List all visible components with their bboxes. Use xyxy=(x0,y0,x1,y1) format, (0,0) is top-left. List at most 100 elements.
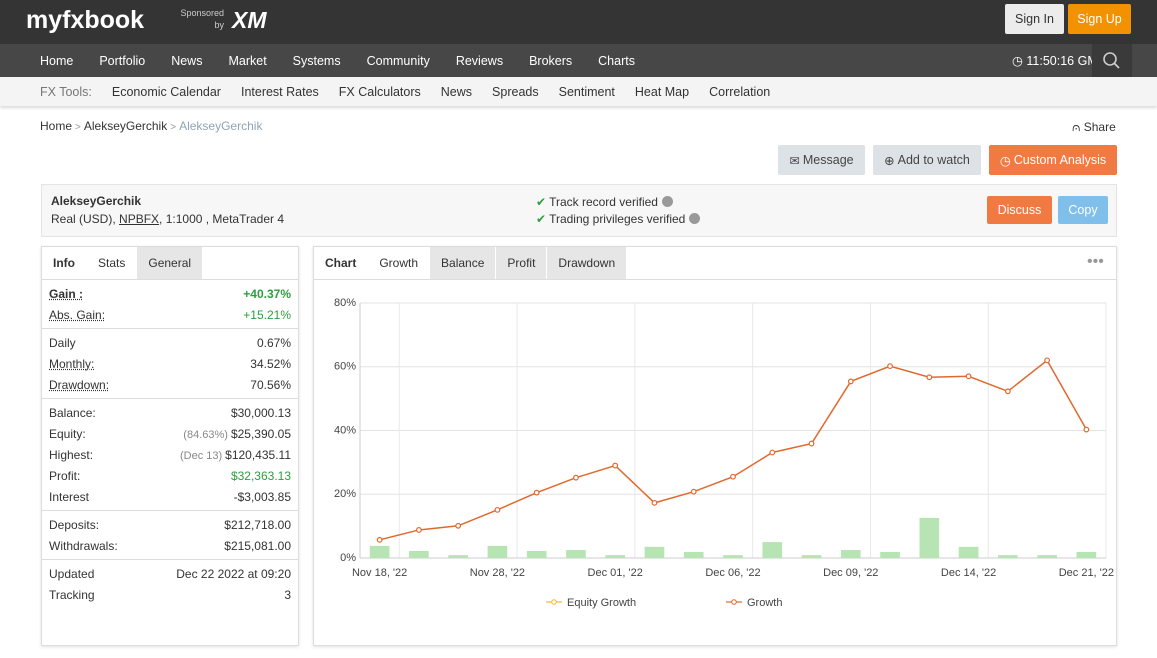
stats-value: 3 xyxy=(284,588,291,602)
sponsor-logo[interactable]: XM xyxy=(232,7,267,33)
verified-row: ✔ Trading privileges verified xyxy=(536,211,701,228)
bar xyxy=(958,546,979,558)
breadcrumb-separator: > xyxy=(170,122,177,133)
stats-group: Balance: $30,000.13 Equity: (84.63%) $25,390… xyxy=(42,399,298,511)
bar xyxy=(448,555,468,558)
x-tick-label: Dec 06, '22 xyxy=(705,567,760,579)
tools-item[interactable]: Sentiment xyxy=(558,84,615,99)
point xyxy=(1004,388,1011,395)
nav-item[interactable]: Systems xyxy=(292,53,341,68)
tools-item[interactable]: Correlation xyxy=(709,84,771,99)
nav-item[interactable]: Reviews xyxy=(455,53,504,68)
point xyxy=(730,473,736,480)
nav-item[interactable]: Market xyxy=(228,53,267,68)
y-tick-label: 80% xyxy=(334,297,356,309)
sign-up-button[interactable]: Sign Up xyxy=(1068,4,1131,34)
chart: 0% 20% 40% 60% 80% Nov 18, '22 Nov 28, '22 Dec … xyxy=(334,297,1114,609)
stats-tabs: Info Stats General xyxy=(42,247,298,280)
bar xyxy=(409,550,429,558)
stats-value-text: $120,435.11 xyxy=(225,447,291,462)
chart-panel: Chart Growth Balance Profit Drawdown ••• 0% 2… xyxy=(313,246,1117,646)
stats-value: $212,718.00 xyxy=(224,518,291,532)
bar xyxy=(566,550,586,558)
nav-item[interactable]: Brokers xyxy=(529,53,573,68)
share-link[interactable]: ⩀ Share xyxy=(1072,120,1116,134)
stats-note: (Dec 13) xyxy=(179,449,223,462)
stats-value-text: 34.52% xyxy=(250,356,291,371)
top-bar: myfxbook Sponsored by XM Sign In Sign Up xyxy=(0,0,1157,44)
broker-link[interactable]: NPBFX xyxy=(119,212,160,226)
action-button[interactable]: ⊕ Add to watch xyxy=(873,145,981,175)
breadcrumb-item[interactable]: AlekseyGerchik xyxy=(83,119,168,133)
account-button[interactable]: Copy xyxy=(1058,196,1108,224)
stats-tab[interactable]: Info xyxy=(42,247,87,279)
action-button[interactable]: ◷ Custom Analysis xyxy=(989,145,1117,175)
nav-item[interactable]: Portfolio xyxy=(99,53,146,68)
menu-dots[interactable]: ••• xyxy=(1087,253,1104,270)
account-button[interactable]: Discuss xyxy=(987,196,1052,224)
nav-item[interactable]: Home xyxy=(40,53,74,68)
tools-label: FX Tools: xyxy=(40,84,92,99)
point xyxy=(573,474,579,481)
tools-item[interactable]: Interest Rates xyxy=(240,84,319,99)
stats-value: +40.37% xyxy=(243,287,291,301)
stats-value-text: $30,000.13 xyxy=(230,405,291,420)
stats-row: Equity: (84.63%) $25,390.05 xyxy=(42,423,298,444)
stats-value: $215,081.00 xyxy=(224,539,291,553)
point xyxy=(533,489,540,496)
stats-value: (Dec 13) $120,435.11 xyxy=(180,448,291,462)
point xyxy=(847,378,854,385)
point xyxy=(1044,357,1051,364)
breadcrumb-item[interactable]: Home xyxy=(40,119,73,133)
share-text: Share xyxy=(1083,120,1116,134)
stats-value: +15.21% xyxy=(243,308,291,322)
chart-tab[interactable]: Chart xyxy=(314,247,369,279)
stats-tab[interactable]: Stats xyxy=(87,247,138,279)
point xyxy=(455,522,462,529)
stats-tab[interactable]: General xyxy=(137,247,204,279)
action-icon: ✉ xyxy=(789,153,800,168)
chart-tab[interactable]: Balance xyxy=(430,247,497,279)
x-tick-label: Dec 14, '22 xyxy=(941,567,996,579)
nav-item[interactable]: Community xyxy=(366,53,430,68)
legend-label: Growth xyxy=(747,597,782,609)
y-tick-label: 0% xyxy=(340,552,356,564)
nav-item[interactable]: News xyxy=(171,53,203,68)
point xyxy=(965,373,972,380)
stats-body: Gain : +40.37% Abs. Gain: +15.21% Daily 0.67%… xyxy=(42,280,298,608)
verified-text: Track record verified xyxy=(549,195,658,209)
stats-value-text: 3 xyxy=(284,587,291,602)
point xyxy=(494,506,501,513)
stats-label: Daily xyxy=(49,335,76,350)
tools-item[interactable]: News xyxy=(440,84,473,99)
stats-value-text: $25,390.05 xyxy=(230,426,291,441)
point xyxy=(926,374,933,381)
nav-item[interactable]: Charts xyxy=(598,53,635,68)
chart-tab[interactable]: Growth xyxy=(368,247,431,279)
bar xyxy=(369,545,390,558)
stats-label: Interest xyxy=(49,489,90,504)
action-label: Message xyxy=(802,153,854,167)
stats-label: Gain : xyxy=(49,286,84,301)
breadcrumb-item[interactable]: AlekseyGerchik xyxy=(179,119,263,133)
stats-label: Profit: xyxy=(49,468,81,483)
stats-panel: Info Stats General Gain : +40.37% Abs. Gain:… xyxy=(41,246,299,646)
bar xyxy=(1037,555,1057,558)
line xyxy=(379,359,1088,541)
y-tick-label: 40% xyxy=(334,424,356,436)
logo[interactable]: myfxbook xyxy=(26,6,145,34)
tools-item[interactable]: Heat Map xyxy=(634,84,690,99)
sign-in-button[interactable]: Sign In xyxy=(1005,4,1064,34)
tools-item[interactable]: Spreads xyxy=(492,84,539,99)
action-icon: ⊕ xyxy=(884,153,895,168)
tools-item[interactable]: FX Calculators xyxy=(338,84,421,99)
bar xyxy=(487,545,508,558)
search-button[interactable] xyxy=(1092,44,1132,77)
stats-label: Balance: xyxy=(49,405,96,420)
chart-tab[interactable]: Drawdown xyxy=(547,247,628,279)
action-button[interactable]: ✉ Message xyxy=(778,145,865,175)
tools-item[interactable]: Economic Calendar xyxy=(111,84,221,99)
chart-tab[interactable]: Profit xyxy=(496,247,548,279)
stats-value-text: 0.67% xyxy=(256,335,291,350)
